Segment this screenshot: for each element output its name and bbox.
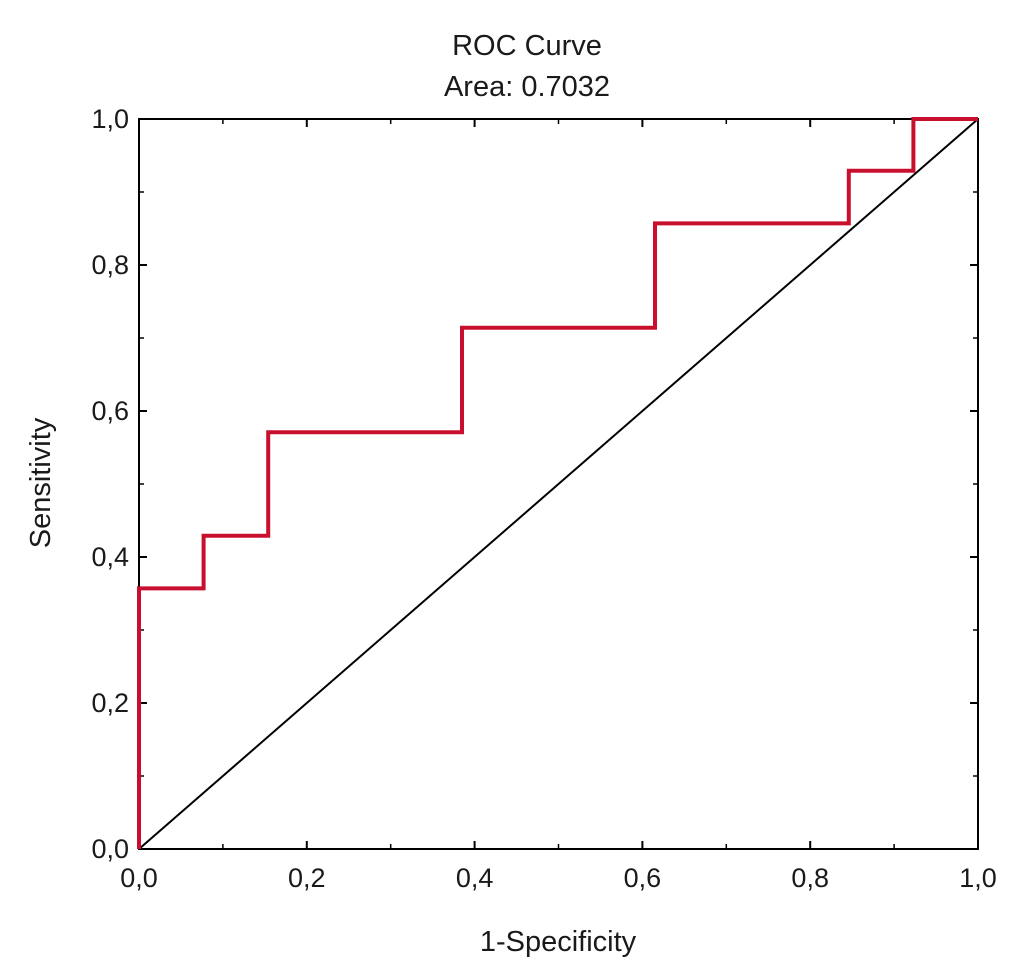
x-tick-label: 0,8	[791, 863, 829, 893]
x-tick-label: 0,6	[624, 863, 662, 893]
y-tick-label: 1,0	[91, 104, 129, 134]
y-tick-label: 0,8	[91, 250, 129, 280]
x-tick-label: 0,0	[120, 863, 158, 893]
x-tick-label: 0,4	[456, 863, 494, 893]
x-tick-label: 1,0	[959, 863, 997, 893]
roc-curve-line	[137, 117, 978, 849]
y-tick-label: 0,6	[91, 396, 129, 426]
y-tick-label: 0,2	[91, 688, 129, 718]
x-axis-title: 1-Specificity	[480, 926, 637, 958]
chart-subtitle: Area: 0.7032	[444, 71, 610, 103]
y-tick-label: 0,0	[91, 834, 129, 864]
reference-diagonal-line	[138, 118, 979, 850]
plot-area: 0,0 0,2 0,4 0,6 0,8 1,0 0,0 0,2 0,4 0,6 0,8 1,0	[91, 104, 996, 893]
x-tick-label: 0,2	[288, 863, 326, 893]
y-axis-title: Sensitivity	[25, 417, 57, 548]
y-tick-label: 0,4	[91, 542, 129, 572]
chart-title: ROC Curve	[452, 30, 602, 62]
